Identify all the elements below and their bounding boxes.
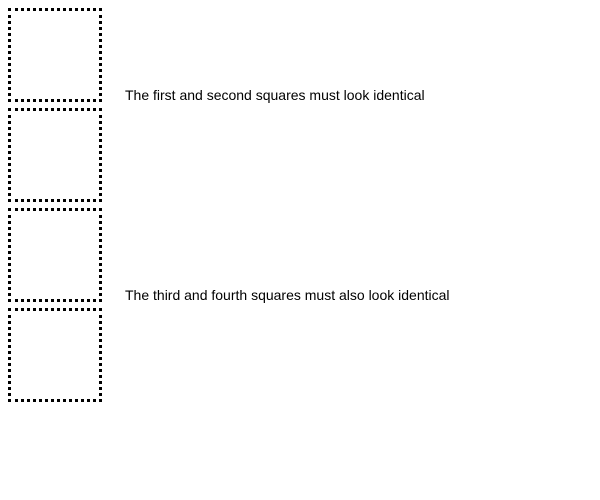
- second-dotted-square: [8, 108, 102, 202]
- fourth-dotted-square: [8, 308, 102, 402]
- first-dotted-square: [8, 8, 102, 102]
- second-pair-caption: The third and fourth squares must also l…: [125, 287, 450, 303]
- third-dotted-square: [8, 208, 102, 302]
- first-pair-caption: The first and second squares must look i…: [125, 87, 425, 103]
